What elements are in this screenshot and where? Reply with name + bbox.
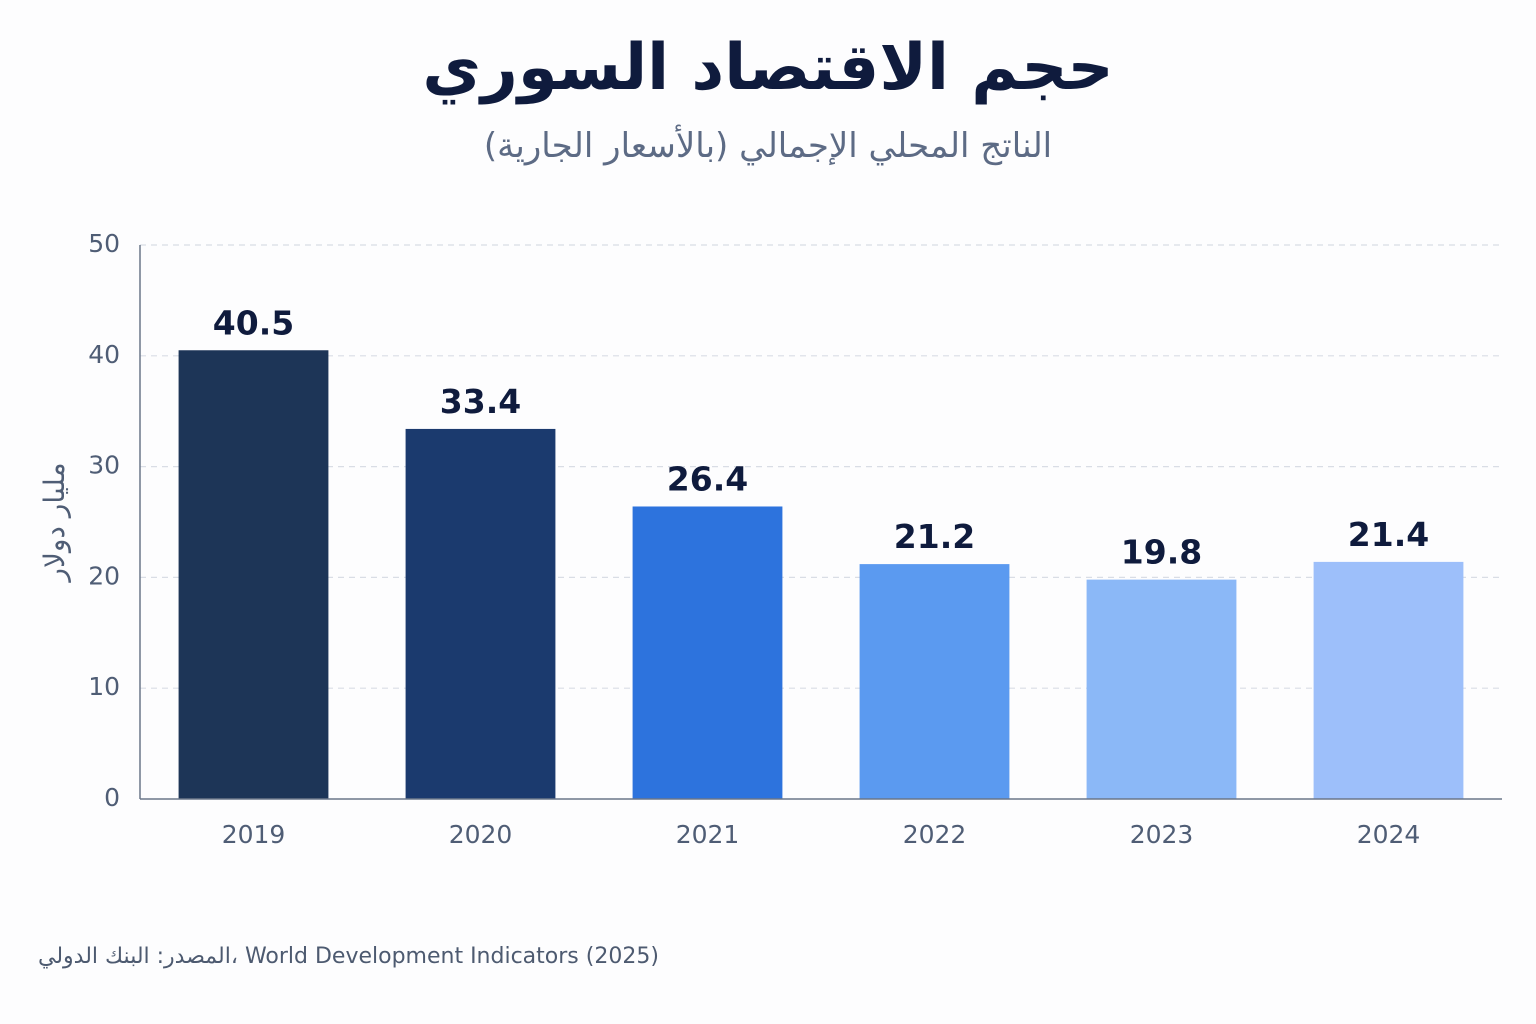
x-tick-label: 2024 [1357,820,1421,849]
bar-2020 [405,428,556,799]
source-note: المصدر: البنك الدولي، World Development … [38,944,659,969]
bars [178,350,1464,799]
y-tick-label: 40 [88,340,120,369]
bar-2021 [632,506,783,799]
y-axis-title: مليار دولار [38,462,71,583]
value-label-2021: 26.4 [667,459,748,498]
bar-2024 [1313,561,1464,799]
x-axis-ticks: 2019 2020 2021 2022 2023 2024 [222,820,1421,849]
gridlines [140,244,1502,689]
chart-subtitle: الناتج المحلي الإجمالي (بالأسعار الجارية… [483,126,1053,166]
y-tick-label: 50 [88,229,120,258]
y-tick-label: 20 [88,561,120,590]
value-label-2020: 33.4 [440,382,521,421]
y-axis-ticks: 0 10 20 30 40 50 [88,229,120,812]
x-tick-label: 2020 [449,820,513,849]
value-label-2019: 40.5 [213,303,294,342]
bar-2022 [859,564,1010,799]
x-tick-label: 2023 [1130,820,1194,849]
value-label-2022: 21.2 [894,517,975,556]
x-tick-label: 2022 [903,820,967,849]
value-label-2024: 21.4 [1348,515,1429,554]
value-label-2023: 19.8 [1121,533,1202,572]
chart-title: حجم الاقتصاد السوري [422,31,1114,105]
x-tick-label: 2019 [222,820,286,849]
y-tick-label: 10 [88,672,120,701]
y-tick-label: 30 [88,451,120,480]
bar-2019 [178,350,329,799]
y-tick-label: 0 [104,783,120,812]
bar-2023 [1086,579,1237,799]
x-tick-label: 2021 [676,820,740,849]
value-labels: 40.5 33.4 26.4 21.2 19.8 21.4 [213,303,1429,571]
